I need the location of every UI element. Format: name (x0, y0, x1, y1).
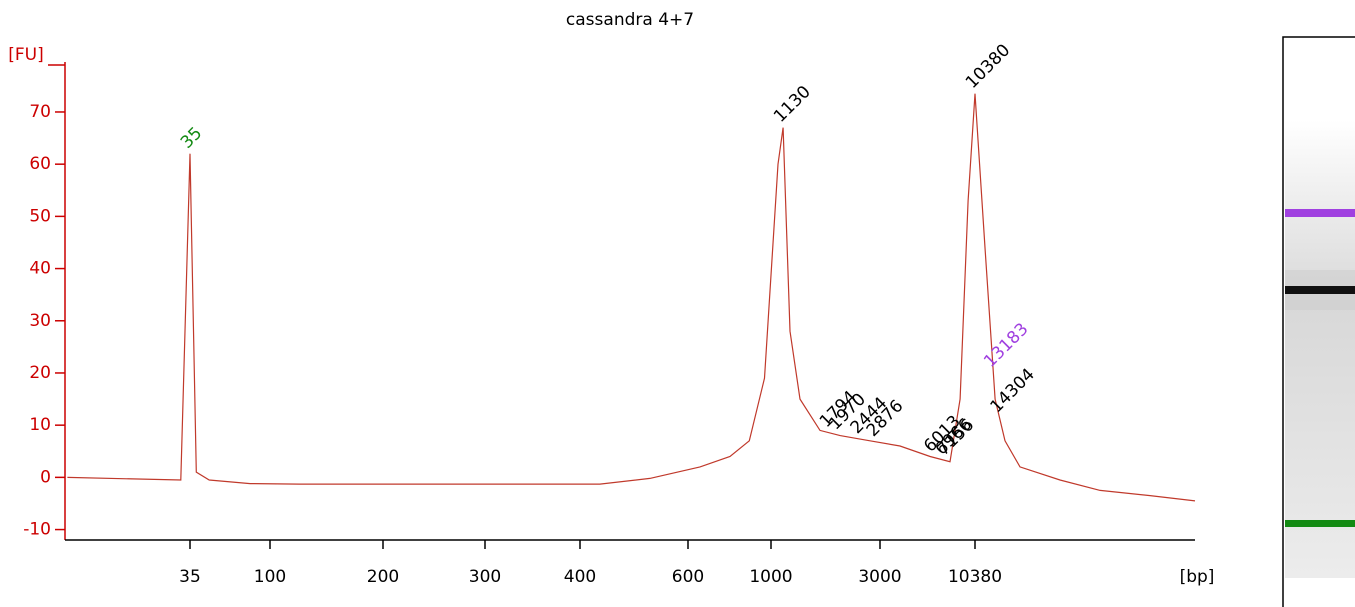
y-tick-label: 10 (29, 415, 51, 435)
x-tick-label: 100 (254, 567, 286, 587)
gel-lane (1282, 36, 1355, 607)
x-tick-label: 10380 (948, 567, 1002, 587)
y-tick-label: -10 (23, 520, 51, 540)
x-tick-label: 1000 (749, 567, 792, 587)
x-tick-label: 3000 (858, 567, 901, 587)
y-tick-label: 60 (29, 154, 51, 174)
peak-label: 10380 (962, 40, 1014, 92)
chart-title: cassandra 4+7 (566, 10, 694, 30)
x-tick-label: 35 (179, 567, 201, 587)
y-tick-label: 40 (29, 259, 51, 279)
y-axis-label: [FU] (8, 45, 44, 65)
x-tick-label: 400 (564, 567, 596, 587)
trace (67, 93, 1196, 502)
y-tick-label: 20 (29, 363, 51, 383)
y-tick-label: 0 (40, 467, 51, 487)
x-axis-label: [bp] (1180, 567, 1215, 587)
x-tick-label: 200 (367, 567, 399, 587)
peak-label: 13183 (980, 319, 1032, 371)
x-tick-label: 300 (469, 567, 501, 587)
y-tick-label: 50 (29, 206, 51, 226)
y-tick-label: 30 (29, 311, 51, 331)
x-tick-label: 600 (672, 567, 704, 587)
peak-label: 35 (177, 123, 206, 152)
peak-label: 1130 (770, 82, 815, 127)
y-tick-label: 70 (29, 102, 51, 122)
